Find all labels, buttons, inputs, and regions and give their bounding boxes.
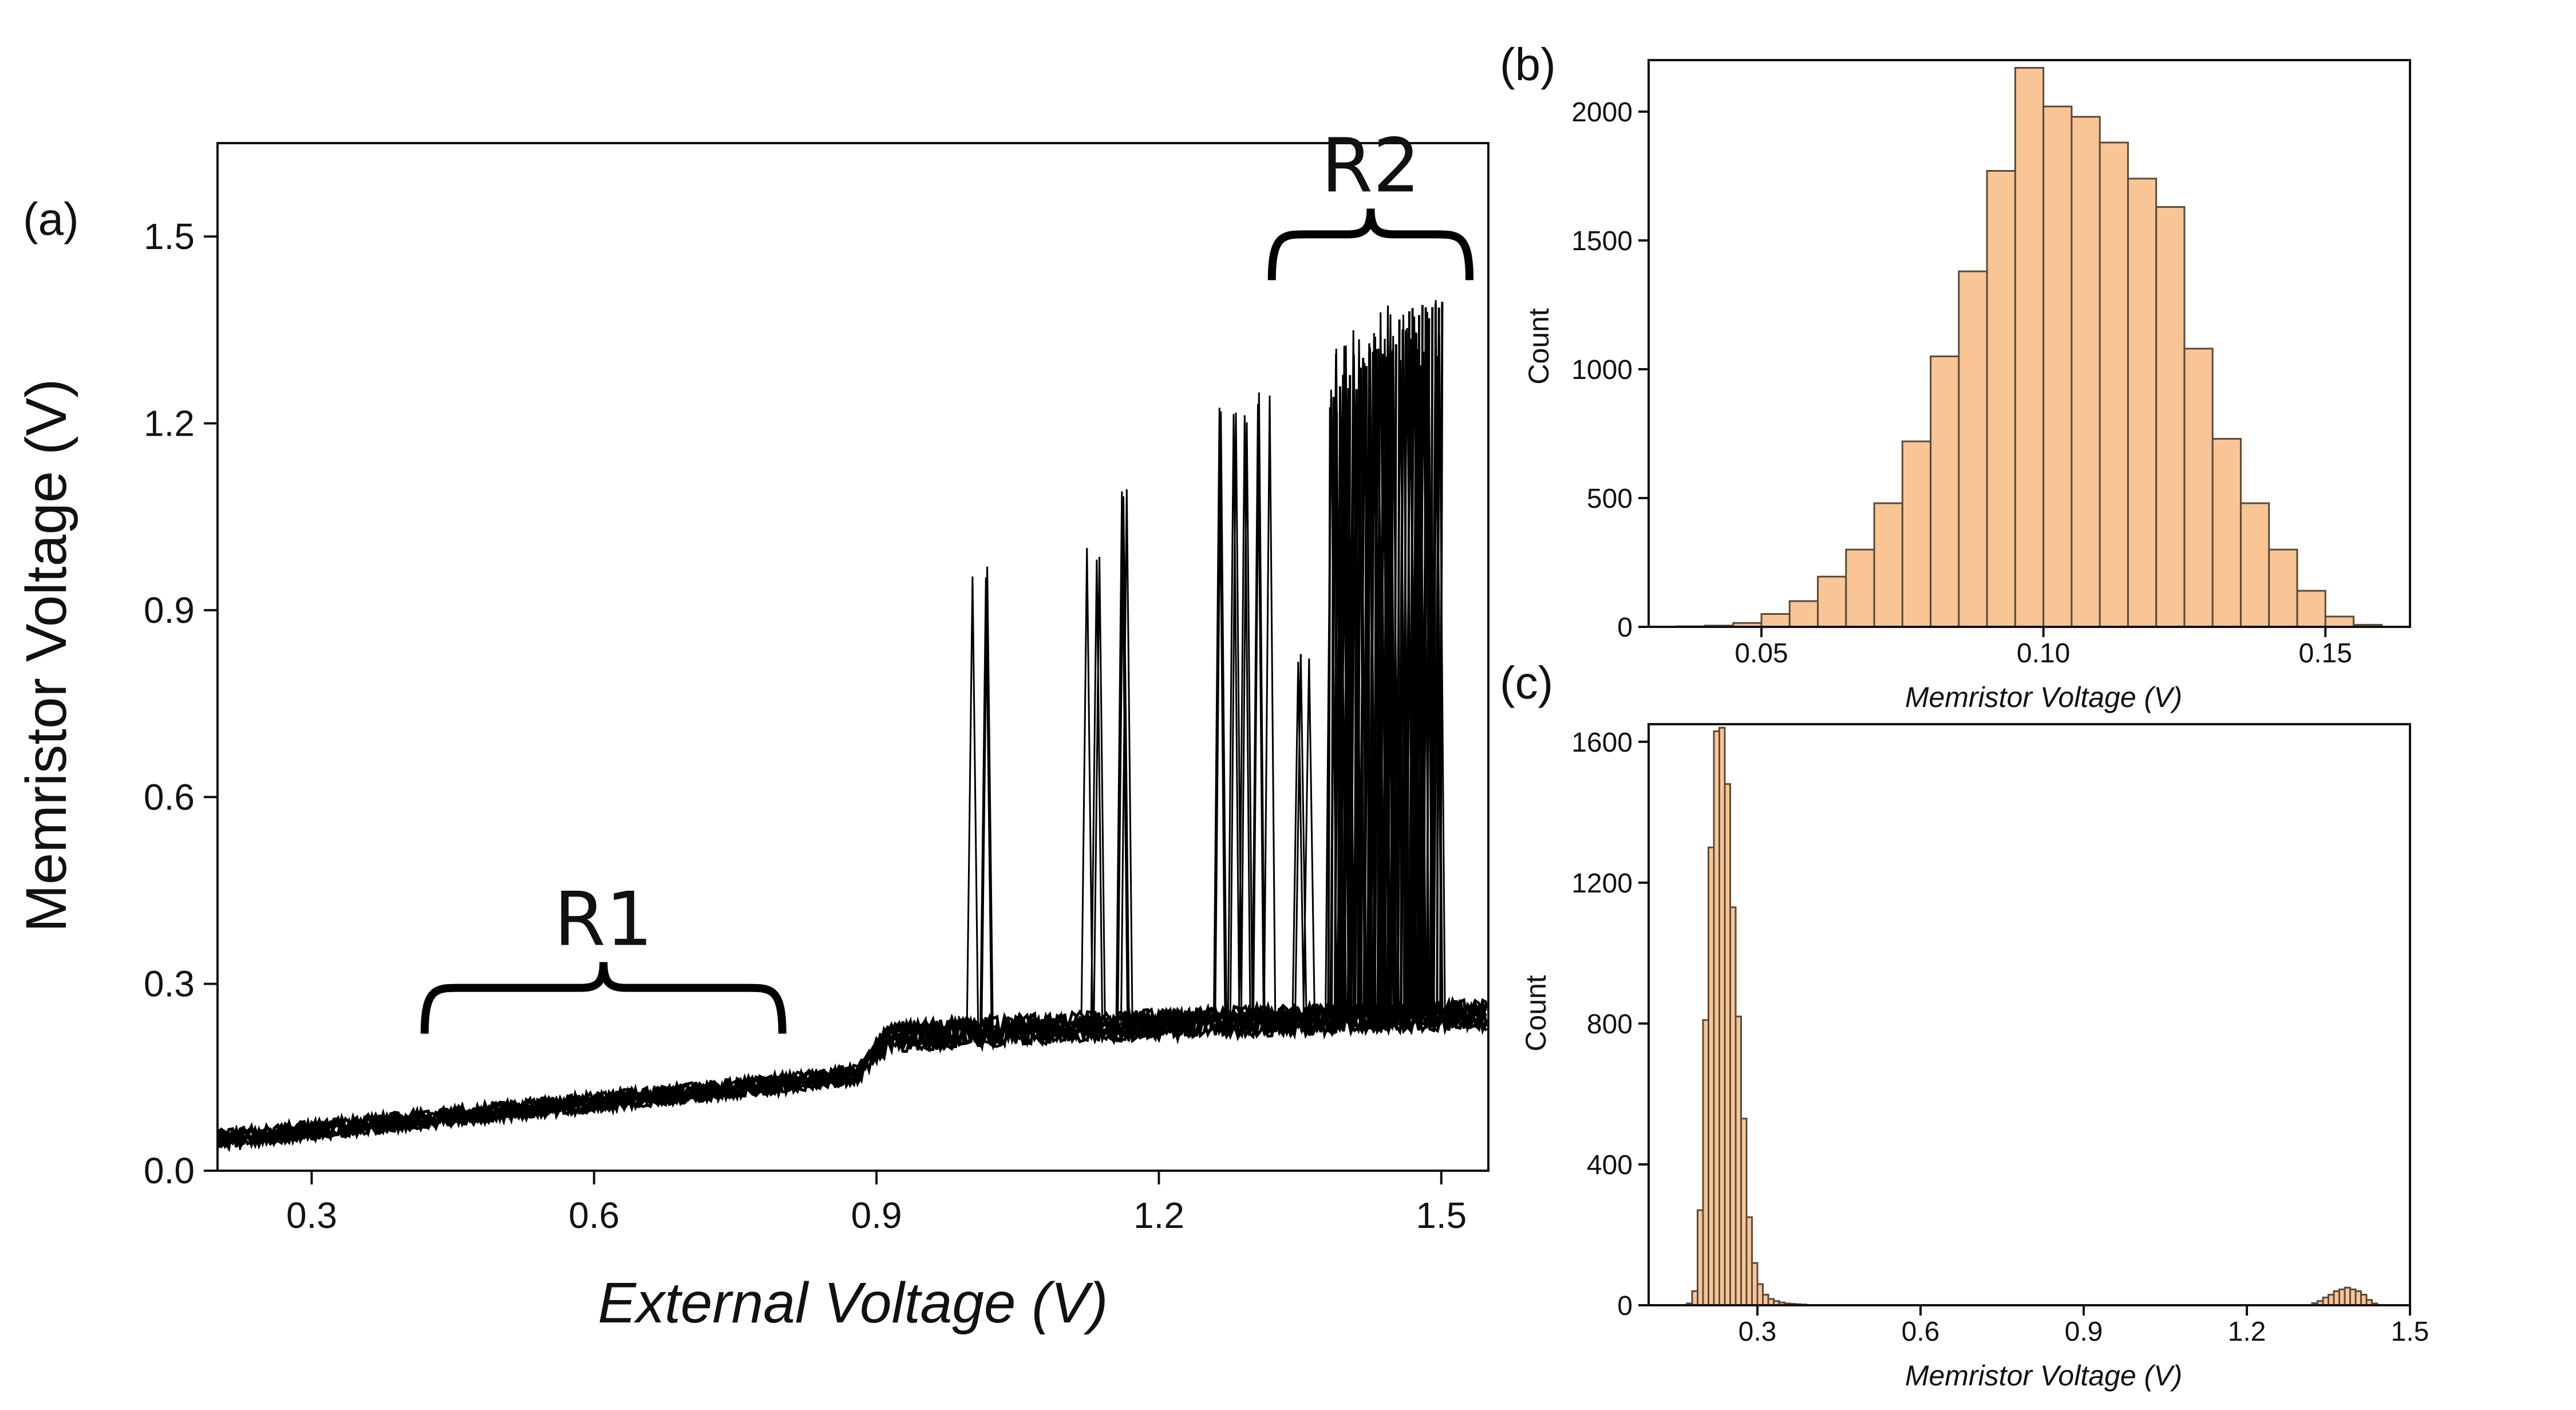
panel-c-x-ticks: 0.3 0.6 0.9 1.2 1.5 — [1739, 1305, 2429, 1347]
y-tick-label: 0 — [1617, 613, 1633, 643]
x-tick-label: 0.6 — [568, 1195, 619, 1236]
x-tick-label: 1.2 — [2228, 1317, 2266, 1347]
panel-a-label: (a) — [23, 193, 79, 244]
y-tick-label: 1200 — [1571, 868, 1633, 899]
x-tick-label: 0.10 — [2017, 638, 2070, 669]
panel-b-y-axis-title: Count — [1523, 308, 1555, 385]
panel-a-line-chart: (a) 0.3 0.6 0.9 1.2 1.5 0.0 0.3 0.6 0.9 1.2 1.5 E… — [14, 122, 1490, 1335]
y-tick-label: 0 — [1617, 1291, 1633, 1321]
panel-c-x-axis-title: Memristor Voltage (V) — [1905, 1360, 2182, 1392]
y-tick-label: 1.2 — [144, 403, 195, 444]
x-tick-label: 0.9 — [851, 1195, 902, 1236]
x-tick-label: 1.5 — [1416, 1195, 1467, 1236]
x-tick-label: 1.2 — [1133, 1195, 1184, 1236]
panel-a-y-axis-title: Memristor Voltage (V) — [14, 379, 78, 933]
y-tick-label: 0.6 — [144, 776, 195, 817]
panel-a-x-axis-title: External Voltage (V) — [598, 1271, 1108, 1335]
panel-c-histogram: (c) 0.3 0.6 0.9 1.2 1.5 0 400 800 1200 1600 Memr… — [1500, 657, 2429, 1392]
bracket-r1 — [420, 962, 787, 1034]
y-tick-label: 1.5 — [144, 216, 195, 257]
x-tick-label: 0.3 — [1739, 1317, 1777, 1347]
histogram-bar — [2324, 615, 2354, 628]
y-tick-label: 1600 — [1571, 728, 1633, 758]
y-tick-label: 0.3 — [144, 963, 195, 1005]
band-trace — [216, 998, 1488, 1149]
x-tick-label: 0.15 — [2299, 638, 2352, 669]
panel-b-histogram: (b) 0.05 0.10 0.15 0 500 1000 1500 2000 Memris… — [1500, 39, 2411, 713]
panel-a-annotations: R1 R2 — [420, 122, 1474, 1034]
y-tick-label: 1500 — [1571, 226, 1633, 256]
histogram-bar — [1901, 440, 1932, 628]
x-tick-label: 0.05 — [1735, 638, 1788, 669]
histogram-bar — [2014, 67, 2045, 628]
histogram-bar — [1845, 548, 1875, 628]
panel-b-y-ticks: 0 500 1000 1500 2000 — [1571, 97, 1649, 643]
spike-trace — [966, 566, 994, 1032]
spike-trace — [1212, 408, 1240, 1022]
spike-trace — [1291, 654, 1316, 1020]
panel-b-bars — [1676, 67, 2383, 628]
histogram-bar — [1760, 613, 1791, 628]
y-tick-label: 2000 — [1571, 97, 1633, 128]
y-tick-label: 0.9 — [144, 590, 195, 631]
panel-b-frame — [1647, 59, 2411, 628]
panel-a-y-ticks: 0.0 0.3 0.6 0.9 1.2 1.5 — [144, 216, 218, 1191]
panel-c-y-ticks: 0 400 800 1200 1600 — [1571, 728, 1649, 1321]
histogram-bar — [1873, 502, 1903, 628]
y-tick-label: 400 — [1587, 1150, 1633, 1180]
y-tick-label: 0.0 — [144, 1150, 195, 1191]
y-tick-label: 1000 — [1571, 355, 1633, 385]
histogram-bar — [2127, 177, 2158, 628]
histogram-bar — [2099, 141, 2129, 628]
region-label-r2: R2 — [1321, 122, 1420, 209]
spike-trace — [1229, 412, 1254, 1022]
panel-a-plot-area — [216, 300, 1488, 1152]
panel-b-x-ticks: 0.05 0.10 0.15 — [1735, 627, 2352, 669]
bracket-r2 — [1267, 208, 1474, 281]
histogram-bar — [1817, 575, 1847, 628]
y-tick-label: 800 — [1587, 1009, 1633, 1040]
panel-c-bars — [1686, 726, 2379, 1306]
spike-trace — [1080, 548, 1106, 1027]
histogram-bar — [2239, 502, 2270, 628]
histogram-bar — [1958, 270, 1988, 628]
x-tick-label: 0.3 — [286, 1195, 337, 1236]
histogram-bar — [1930, 356, 1960, 628]
y-tick-label: 500 — [1587, 484, 1633, 514]
panel-c-label: (c) — [1500, 657, 1553, 708]
histogram-bar — [2183, 347, 2214, 628]
histogram-bar — [2071, 116, 2101, 628]
histogram-bar — [2042, 105, 2073, 628]
histogram-bar — [2155, 206, 2186, 628]
panel-a-x-ticks: 0.3 0.6 0.9 1.2 1.5 — [286, 1171, 1467, 1236]
histogram-bar — [2211, 438, 2242, 628]
x-tick-label: 0.6 — [1902, 1317, 1940, 1347]
x-tick-label: 0.9 — [2065, 1317, 2103, 1347]
x-tick-label: 1.5 — [2391, 1317, 2429, 1347]
histogram-bar — [2296, 590, 2326, 628]
spike-trace — [1251, 392, 1277, 1021]
region-label-r1: R1 — [554, 876, 653, 963]
switching-traces — [1327, 302, 1444, 1019]
histogram-bar — [2268, 548, 2298, 628]
panel-c-frame — [1647, 723, 2411, 1306]
panel-c-y-axis-title: Count — [1520, 975, 1552, 1052]
histogram-bar — [1986, 170, 2016, 628]
panel-b-label: (b) — [1500, 39, 1556, 90]
panel-b-x-axis-title: Memristor Voltage (V) — [1905, 681, 2182, 713]
spike-trace — [1115, 489, 1133, 1026]
panel-a-frame — [216, 142, 1490, 1172]
histogram-bar — [1788, 600, 1819, 628]
